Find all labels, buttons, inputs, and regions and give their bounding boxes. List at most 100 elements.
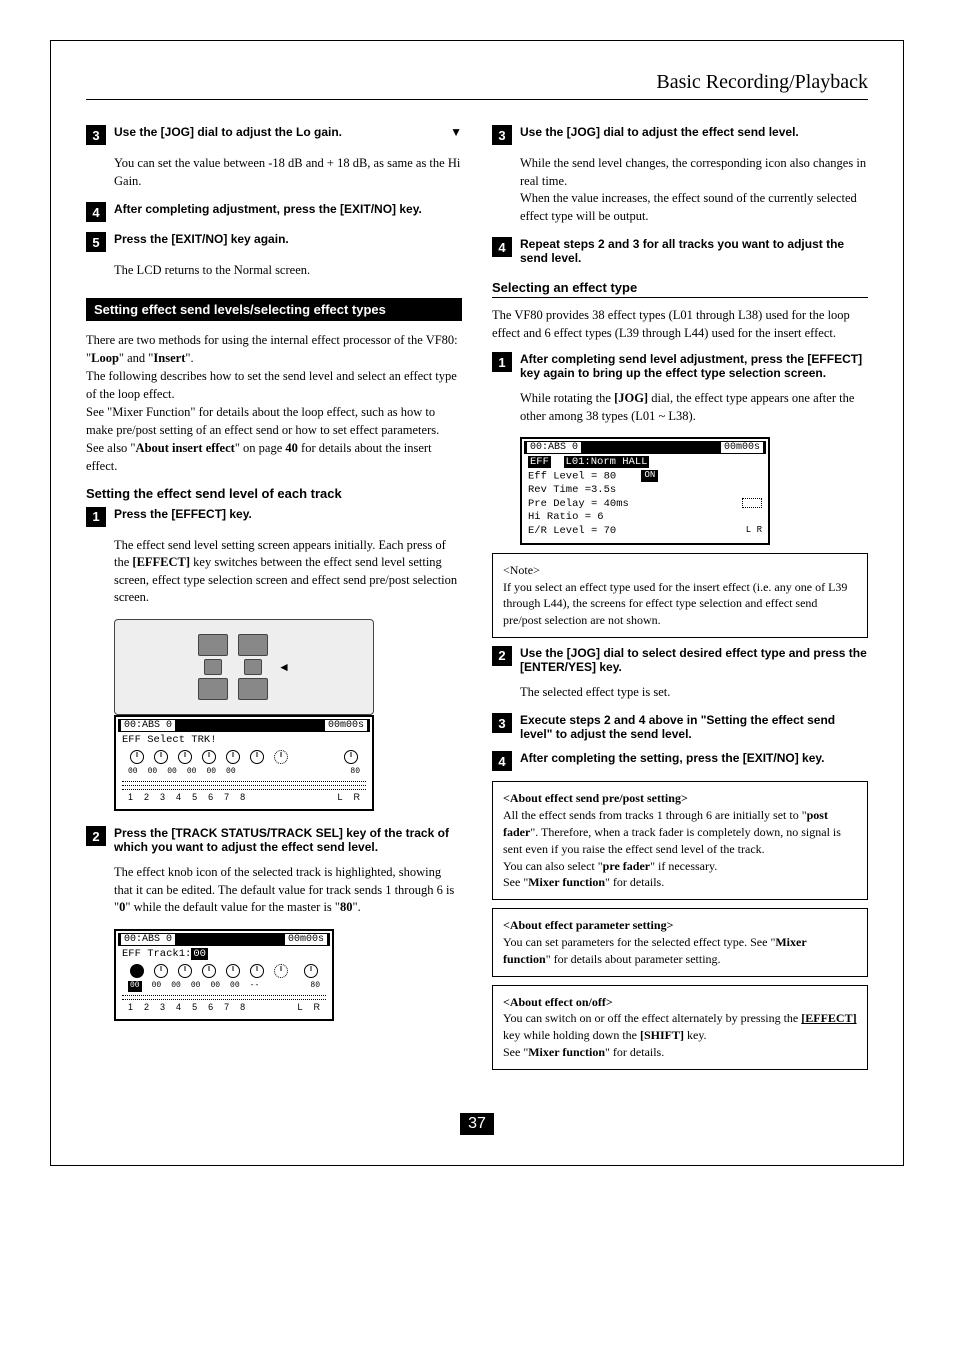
rstep2-desc: The selected effect type is set.	[520, 684, 868, 702]
eff-line3: Pre Delay = 40ms	[528, 498, 762, 512]
left-column: 3 Use the [JOG] dial to adjust the Lo ga…	[86, 125, 462, 1078]
rlcd-l3: Pre Delay = 40ms	[528, 498, 629, 512]
step-text: Use the [JOG] dial to adjust the Lo gain…	[114, 125, 462, 139]
fader-box	[198, 678, 228, 700]
lcd-screen-1: 00:ABS 0 00m00s EFF Select TRK!	[114, 715, 374, 812]
down-arrow-icon: ▼	[450, 125, 462, 139]
s2d1b: ".	[353, 900, 361, 914]
right-step4: 4 Repeat steps 2 and 3 for all tracks yo…	[492, 237, 868, 265]
tip1-t2: You can also select "	[503, 859, 603, 873]
rlcd-l2: Rev Time =3.5s	[528, 484, 762, 498]
page-footer: 37	[86, 1093, 868, 1135]
rstep2-text: Use the [JOG] dial to select desired eff…	[520, 646, 868, 674]
rlcd-l5: E/R Level = 70	[528, 525, 616, 539]
tip3-t1: You can switch on or off the effect alte…	[503, 1011, 798, 1025]
tip1-t3a: " for details.	[605, 875, 664, 889]
right-intro: The VF80 provides 38 effect types (L01 t…	[492, 306, 868, 342]
right-step4b: 4 After completing the setting, press th…	[492, 751, 868, 771]
fader-box	[238, 634, 268, 656]
knob-icon	[154, 750, 168, 764]
s2d1a: " while the default value for the master…	[125, 900, 340, 914]
rs3d1: While the send level changes, the corres…	[520, 156, 866, 188]
knob-icon	[130, 750, 144, 764]
intro1b: " and "	[119, 351, 154, 365]
step-number: 3	[492, 713, 512, 733]
tip1-t2a: " if necessary.	[650, 859, 717, 873]
lcd-header: 00:ABS 0 00m00s	[524, 441, 766, 454]
step-number: 2	[86, 826, 106, 846]
tip3-t2: See "	[503, 1045, 528, 1059]
section-bar: Setting effect send levels/selecting eff…	[86, 298, 462, 321]
fader-box	[244, 659, 262, 675]
step1-desc: The effect send level setting screen app…	[114, 537, 462, 607]
page-border: Basic Recording/Playback 3 Use the [JOG]…	[50, 40, 904, 1166]
intro-text: There are two methods for using the inte…	[86, 331, 462, 476]
lcd-line1: EFF Select TRK!	[122, 734, 366, 748]
knob-row	[122, 961, 326, 981]
dotted-line	[122, 785, 366, 786]
knob-icon	[202, 964, 216, 978]
intro1c: ".	[185, 351, 193, 365]
note-text: If you select an effect type used for th…	[503, 580, 847, 628]
tip2-t1a: " for details about parameter setting.	[546, 952, 721, 966]
tip3-t2a: " for details.	[605, 1045, 664, 1059]
lcd2-hr: 00m00s	[285, 934, 327, 945]
level-values: 000000000000-- 80	[122, 981, 326, 991]
lcd2-line1: EFF Track1:00	[122, 948, 326, 962]
step-number: 4	[492, 751, 512, 771]
step3-label: Use the [JOG] dial to adjust the Lo gain…	[114, 125, 342, 139]
tip-box-2: <About effect parameter setting> You can…	[492, 908, 868, 976]
step1-text: Press the [EFFECT] key.	[114, 507, 462, 521]
faders	[121, 626, 367, 708]
lcd-header: 00:ABS 0 00m00s	[118, 933, 330, 946]
num-row: 12345678 LR	[122, 789, 366, 806]
step-3: 3 Use the [JOG] dial to adjust the Lo ga…	[86, 125, 462, 145]
intro2: The following describes how to set the s…	[86, 369, 457, 401]
fader-box	[238, 678, 268, 700]
rstep3b-text: Execute steps 2 and 4 above in "Setting …	[520, 713, 868, 741]
lcd-hl: 00:ABS 0	[121, 720, 175, 731]
rstep1-text: After completing send level adjustment, …	[520, 352, 868, 380]
knob-icon	[250, 964, 264, 978]
fader-box	[198, 634, 228, 656]
step-number: 1	[492, 352, 512, 372]
step2-text: Press the [TRACK STATUS/TRACK SEL] key o…	[114, 826, 462, 854]
tip2-t1: You can set parameters for the selected …	[503, 935, 775, 949]
knob-icon	[178, 750, 192, 764]
rlcd-hr: 00m00s	[721, 442, 763, 453]
knob-icon	[250, 750, 264, 764]
step-number: 3	[86, 125, 106, 145]
step-5: 5 Press the [EXIT/NO] key again.	[86, 232, 462, 252]
arrow-left-icon	[278, 659, 290, 675]
knob-row	[122, 747, 366, 767]
rlcd-l4: Hi Ratio = 6	[528, 511, 762, 525]
eff-line5: E/R Level = 70 L R	[528, 525, 762, 539]
tip3-t1b: key.	[684, 1028, 707, 1042]
tip1-t3: See "	[503, 875, 528, 889]
subheading-effecttype: Selecting an effect type	[492, 280, 868, 298]
lcd-content: EFF L01:Norm HALL Eff Level = 80 ON Rev …	[524, 454, 766, 540]
intro3: See "Mixer Function" for details about t…	[86, 405, 439, 437]
step-number: 2	[492, 646, 512, 666]
right-step3: 3 Use the [JOG] dial to adjust the effec…	[492, 125, 868, 145]
rlcd-lr: L R	[746, 525, 762, 539]
knob-icon	[178, 964, 192, 978]
fader-group	[198, 634, 228, 700]
step-number: 4	[492, 237, 512, 257]
knob-icon	[226, 750, 240, 764]
rlcd-l0b: L01:Norm HALL	[564, 456, 650, 468]
subheading-sendlevel: Setting the effect send level of each tr…	[86, 486, 462, 501]
lcd-effect-type: 00:ABS 0 00m00s EFF L01:Norm HALL Eff Le…	[520, 437, 770, 544]
fader-box	[204, 659, 222, 675]
right-step1: 1 After completing send level adjustment…	[492, 352, 868, 380]
rstep3-desc: While the send level changes, the corres…	[520, 155, 868, 225]
l2b: 00	[191, 948, 208, 960]
step-4: 4 After completing adjustment, press the…	[86, 202, 462, 222]
step3-desc: You can set the value between -18 dB and…	[114, 155, 462, 190]
knob-icon	[202, 750, 216, 764]
step-number: 1	[86, 507, 106, 527]
rs1d1: While rotating the	[520, 391, 611, 405]
step2-desc: The effect knob icon of the selected tra…	[114, 864, 462, 917]
eff-title-line: EFF L01:Norm HALL	[528, 456, 762, 470]
right-column: 3 Use the [JOG] dial to adjust the effec…	[492, 125, 868, 1078]
